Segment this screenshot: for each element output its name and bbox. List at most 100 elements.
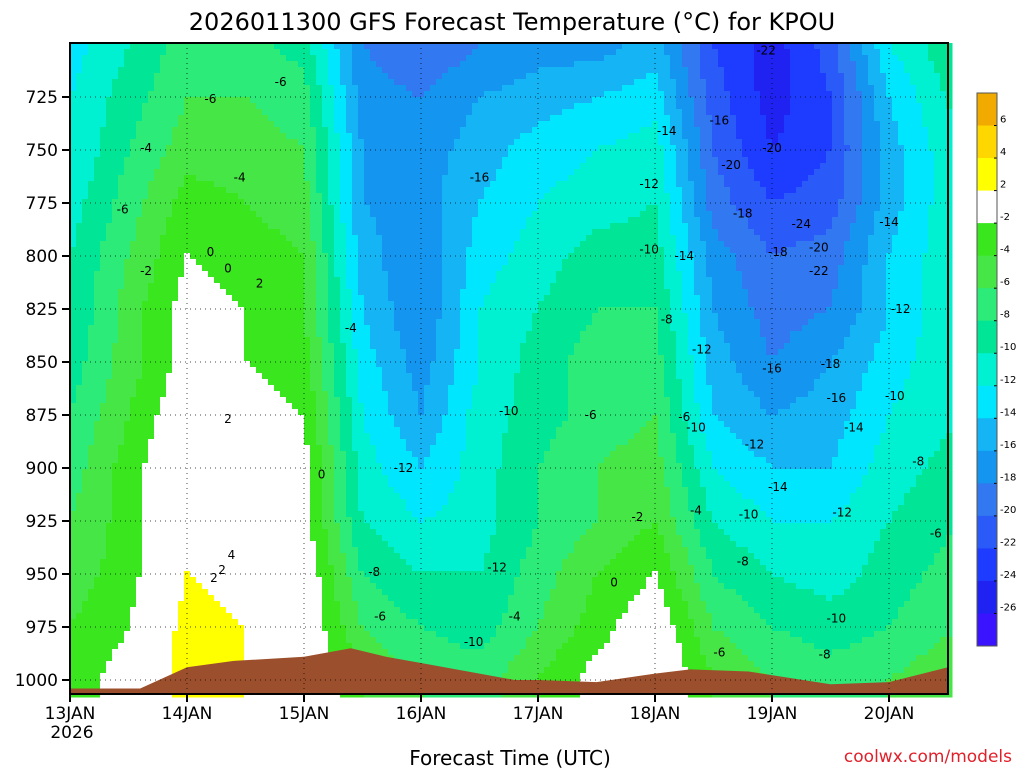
field-cell <box>268 139 275 146</box>
field-cell <box>256 373 263 380</box>
field-cell <box>82 217 89 224</box>
field-cell <box>208 517 215 524</box>
field-cell <box>118 589 125 596</box>
field-cell <box>82 493 89 500</box>
field-cell <box>202 127 209 134</box>
field-cell <box>178 181 185 188</box>
field-cell <box>76 571 83 578</box>
field-cell <box>190 493 197 500</box>
field-cell <box>118 559 125 566</box>
field-cell <box>178 247 185 254</box>
field-cell <box>160 457 167 464</box>
field-cell <box>328 115 335 122</box>
field-cell <box>328 181 335 188</box>
field-cell <box>238 529 245 536</box>
field-cell <box>274 433 281 440</box>
field-cell <box>154 211 161 218</box>
field-cell <box>310 55 317 62</box>
field-cell <box>76 241 83 248</box>
field-cell <box>202 517 209 524</box>
field-cell <box>220 595 227 602</box>
field-cell <box>220 535 227 542</box>
field-cell <box>190 535 197 542</box>
field-cell <box>340 265 347 272</box>
field-cell <box>100 625 107 632</box>
field-cell <box>214 559 221 566</box>
field-cell <box>328 481 335 488</box>
field-cell <box>316 481 323 488</box>
field-cell <box>100 463 107 470</box>
field-cell <box>202 373 209 380</box>
field-cell <box>100 283 107 290</box>
field-cell <box>268 499 275 506</box>
field-cell <box>82 667 89 674</box>
field-cell <box>316 553 323 560</box>
field-cell <box>322 307 329 314</box>
field-cell <box>244 613 251 620</box>
field-cell <box>190 139 197 146</box>
field-cell <box>124 655 131 662</box>
field-cell <box>268 247 275 254</box>
field-cell <box>340 259 347 266</box>
field-cell <box>274 337 281 344</box>
field-cell <box>166 313 173 320</box>
field-cell <box>220 49 227 56</box>
field-cell <box>244 265 251 272</box>
field-cell <box>130 349 137 356</box>
field-cell <box>178 193 185 200</box>
field-cell <box>100 421 107 428</box>
field-cell <box>118 445 125 452</box>
field-cell <box>76 631 83 638</box>
field-cell <box>100 223 107 230</box>
field-cell <box>280 265 287 272</box>
field-cell <box>268 289 275 296</box>
field-cell <box>316 139 323 146</box>
field-cell <box>100 367 107 374</box>
field-cell <box>226 361 233 368</box>
field-cell <box>310 223 317 230</box>
field-cell <box>106 283 113 290</box>
field-cell <box>142 625 149 632</box>
field-cell <box>160 439 167 446</box>
field-cell <box>148 331 155 338</box>
field-cell <box>340 367 347 374</box>
field-cell <box>220 331 227 338</box>
field-cell <box>130 559 137 566</box>
field-cell <box>220 211 227 218</box>
field-cell <box>298 217 305 224</box>
field-cell <box>178 439 185 446</box>
field-cell <box>298 313 305 320</box>
field-cell <box>202 637 209 644</box>
field-cell <box>178 427 185 434</box>
field-cell <box>142 607 149 614</box>
field-cell <box>142 79 149 86</box>
field-cell <box>298 541 305 548</box>
field-cell <box>196 91 203 98</box>
field-cell <box>208 319 215 326</box>
field-cell <box>112 439 119 446</box>
field-cell <box>292 445 299 452</box>
field-cell <box>208 655 215 662</box>
field-cell <box>166 571 173 578</box>
field-cell <box>136 565 143 572</box>
field-cell <box>88 163 95 170</box>
field-cell <box>118 661 125 668</box>
field-cell <box>148 61 155 68</box>
field-cell <box>328 415 335 422</box>
field-cell <box>70 541 77 548</box>
field-cell <box>172 385 179 392</box>
field-cell <box>232 403 239 410</box>
field-cell <box>172 127 179 134</box>
field-cell <box>166 211 173 218</box>
field-cell <box>178 79 185 86</box>
field-cell <box>160 511 167 518</box>
field-cell <box>292 67 299 74</box>
field-cell <box>304 397 311 404</box>
field-cell <box>76 553 83 560</box>
field-cell <box>202 457 209 464</box>
field-cell <box>202 271 209 278</box>
field-cell <box>298 475 305 482</box>
field-cell <box>286 439 293 446</box>
field-cell <box>226 337 233 344</box>
field-cell <box>214 199 221 206</box>
